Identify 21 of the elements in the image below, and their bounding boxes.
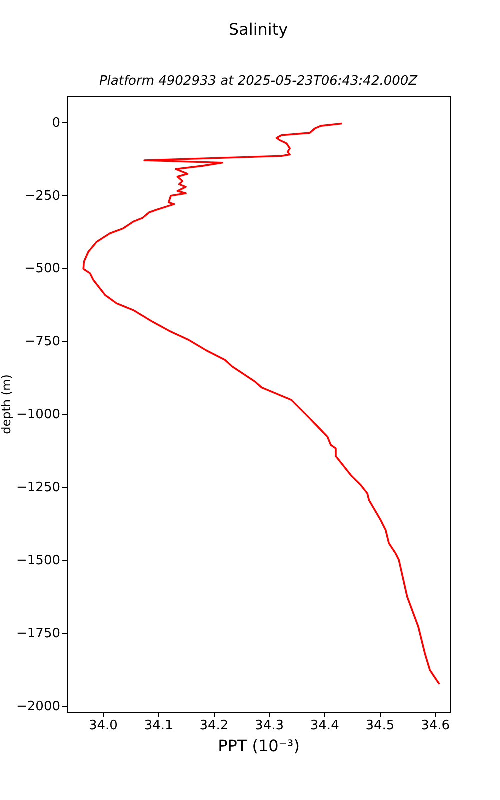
y-tick-label: −250: [24, 188, 60, 204]
x-tick-label: 34.5: [366, 718, 395, 734]
y-tick-label: 0: [52, 116, 60, 131]
x-tick-label: 34.1: [144, 718, 174, 734]
y-tick-label: −1250: [16, 480, 60, 496]
chart-subtitle: Platform 4902933 at 2025-05-23T06:43:42.000Z: [99, 74, 419, 89]
x-tick-label: 34.2: [200, 718, 229, 734]
y-tick-label: −750: [24, 334, 60, 350]
x-tick-label: 34.6: [421, 718, 450, 734]
y-tick-label: −1500: [16, 554, 60, 569]
chart-title: Salinity: [228, 20, 288, 39]
y-tick-label: −1000: [16, 408, 60, 423]
y-tick-label: −500: [24, 262, 60, 277]
y-tick-label: −1750: [16, 626, 60, 642]
line-series: [82, 122, 440, 686]
x-tick-label: 34.3: [255, 718, 284, 734]
y-axis-title: depth (m): [0, 374, 14, 434]
y-tick-label: −2000: [16, 700, 60, 715]
x-axis-title: PPT (10⁻³): [218, 736, 300, 756]
x-tick-label: 34.4: [310, 718, 340, 734]
x-tick-label: 34.0: [89, 718, 118, 734]
